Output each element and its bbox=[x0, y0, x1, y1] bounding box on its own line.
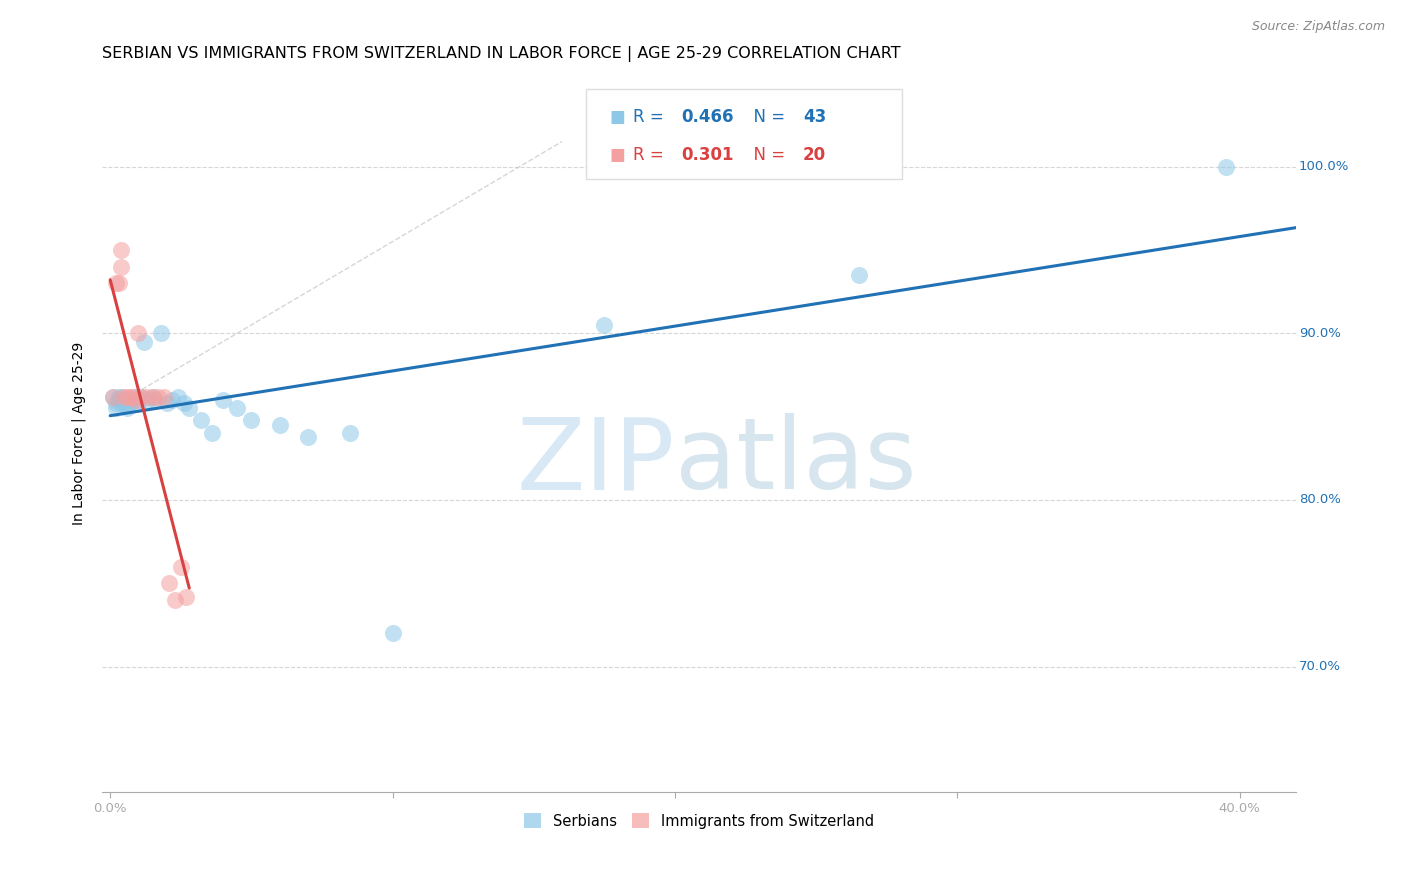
Point bbox=[135, 392, 157, 407]
Point bbox=[118, 396, 141, 410]
Point bbox=[124, 390, 146, 404]
Point bbox=[141, 390, 163, 404]
Text: 43: 43 bbox=[803, 109, 827, 127]
Text: Source: ZipAtlas.com: Source: ZipAtlas.com bbox=[1251, 20, 1385, 33]
Point bbox=[162, 392, 184, 407]
Point bbox=[190, 413, 212, 427]
Text: 100.0%: 100.0% bbox=[1299, 160, 1348, 173]
Point bbox=[101, 390, 124, 404]
Point bbox=[107, 390, 129, 404]
Text: 20: 20 bbox=[803, 146, 827, 164]
Point bbox=[107, 392, 129, 407]
Text: 80.0%: 80.0% bbox=[1299, 493, 1340, 507]
Point bbox=[156, 396, 179, 410]
Point bbox=[145, 392, 167, 407]
Point bbox=[132, 334, 155, 349]
Point bbox=[201, 426, 224, 441]
Y-axis label: In Labor Force | Age 25-29: In Labor Force | Age 25-29 bbox=[72, 342, 86, 524]
Point bbox=[1215, 160, 1237, 174]
Point bbox=[112, 396, 135, 410]
Text: 0.466: 0.466 bbox=[681, 109, 734, 127]
Point bbox=[339, 426, 361, 441]
Point bbox=[148, 390, 170, 404]
Text: atlas: atlas bbox=[675, 413, 917, 510]
Point bbox=[121, 392, 143, 407]
Point bbox=[129, 390, 152, 404]
Point bbox=[115, 396, 138, 410]
Point bbox=[121, 390, 143, 404]
Point bbox=[115, 390, 138, 404]
Point bbox=[124, 392, 146, 407]
Point bbox=[107, 277, 129, 291]
FancyBboxPatch shape bbox=[585, 89, 903, 178]
Point bbox=[381, 626, 404, 640]
Point bbox=[226, 401, 249, 416]
Point bbox=[179, 401, 201, 416]
Text: ZIP: ZIP bbox=[517, 413, 675, 510]
Point bbox=[176, 590, 198, 604]
Text: ■: ■ bbox=[609, 109, 626, 127]
Legend: Serbians, Immigrants from Switzerland: Serbians, Immigrants from Switzerland bbox=[519, 807, 880, 835]
Point bbox=[135, 390, 157, 404]
Point bbox=[127, 326, 149, 341]
Point bbox=[173, 396, 195, 410]
Point bbox=[101, 390, 124, 404]
Text: N =: N = bbox=[744, 109, 790, 127]
Point bbox=[150, 326, 173, 341]
Point bbox=[141, 390, 163, 404]
Point bbox=[110, 396, 132, 410]
Point bbox=[104, 277, 127, 291]
Point bbox=[297, 429, 319, 443]
Point bbox=[129, 390, 152, 404]
Point bbox=[110, 260, 132, 274]
Point bbox=[110, 390, 132, 404]
Point bbox=[165, 593, 187, 607]
Point bbox=[112, 390, 135, 404]
Point bbox=[593, 318, 616, 332]
Text: 0.301: 0.301 bbox=[681, 146, 734, 164]
Point bbox=[115, 401, 138, 416]
Text: 70.0%: 70.0% bbox=[1299, 660, 1341, 673]
Point bbox=[170, 559, 193, 574]
Text: R =: R = bbox=[633, 109, 669, 127]
Point bbox=[112, 392, 135, 407]
Point bbox=[110, 243, 132, 257]
Text: N =: N = bbox=[744, 146, 790, 164]
Text: 90.0%: 90.0% bbox=[1299, 326, 1340, 340]
Point bbox=[269, 417, 291, 432]
Point bbox=[104, 401, 127, 416]
Point bbox=[848, 268, 870, 282]
Point bbox=[127, 392, 149, 407]
Text: SERBIAN VS IMMIGRANTS FROM SWITZERLAND IN LABOR FORCE | AGE 25-29 CORRELATION CH: SERBIAN VS IMMIGRANTS FROM SWITZERLAND I… bbox=[101, 46, 900, 62]
Point bbox=[167, 390, 190, 404]
Text: R =: R = bbox=[633, 146, 669, 164]
Point bbox=[159, 576, 181, 591]
Point bbox=[153, 390, 176, 404]
Text: ■: ■ bbox=[609, 146, 626, 164]
Point bbox=[127, 396, 149, 410]
Point bbox=[240, 413, 263, 427]
Point bbox=[118, 390, 141, 404]
Point bbox=[104, 396, 127, 410]
Point bbox=[212, 392, 235, 407]
